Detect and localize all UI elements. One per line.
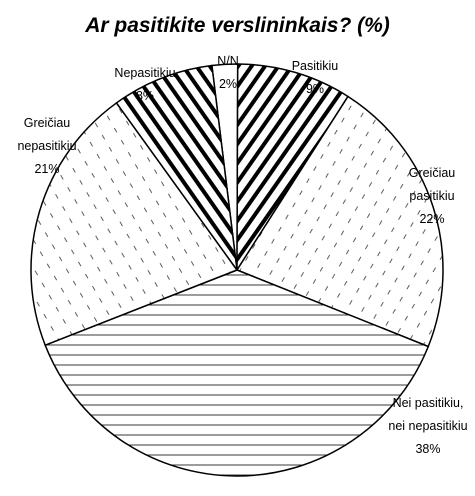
slice-value: 2% [218, 77, 238, 91]
pie-slice [115, 64, 238, 271]
pie-slice [30, 101, 239, 347]
slice-label: Pasitikiu [291, 59, 339, 73]
slice-value: 22% [419, 212, 445, 226]
slice-label: N/N [217, 54, 239, 68]
slice-value: 8% [135, 89, 155, 103]
chart-title: Ar pasitikite verslininkais? (%) [85, 14, 390, 37]
pie-slice [236, 63, 350, 273]
slice-value: 21% [34, 162, 60, 176]
slice-label: Nei pasitikiu, nei nepasitikiu [388, 396, 468, 433]
slice-label: Greičiau nepasitikiu [17, 116, 77, 153]
pie-slice [44, 269, 430, 477]
slice-value: 9% [305, 82, 325, 96]
slice-label: Nepasitikiu [114, 66, 176, 80]
slice-label: Greičiau pasitikiu [408, 166, 456, 203]
slice-value: 38% [415, 442, 441, 456]
pie-slice [235, 95, 444, 348]
